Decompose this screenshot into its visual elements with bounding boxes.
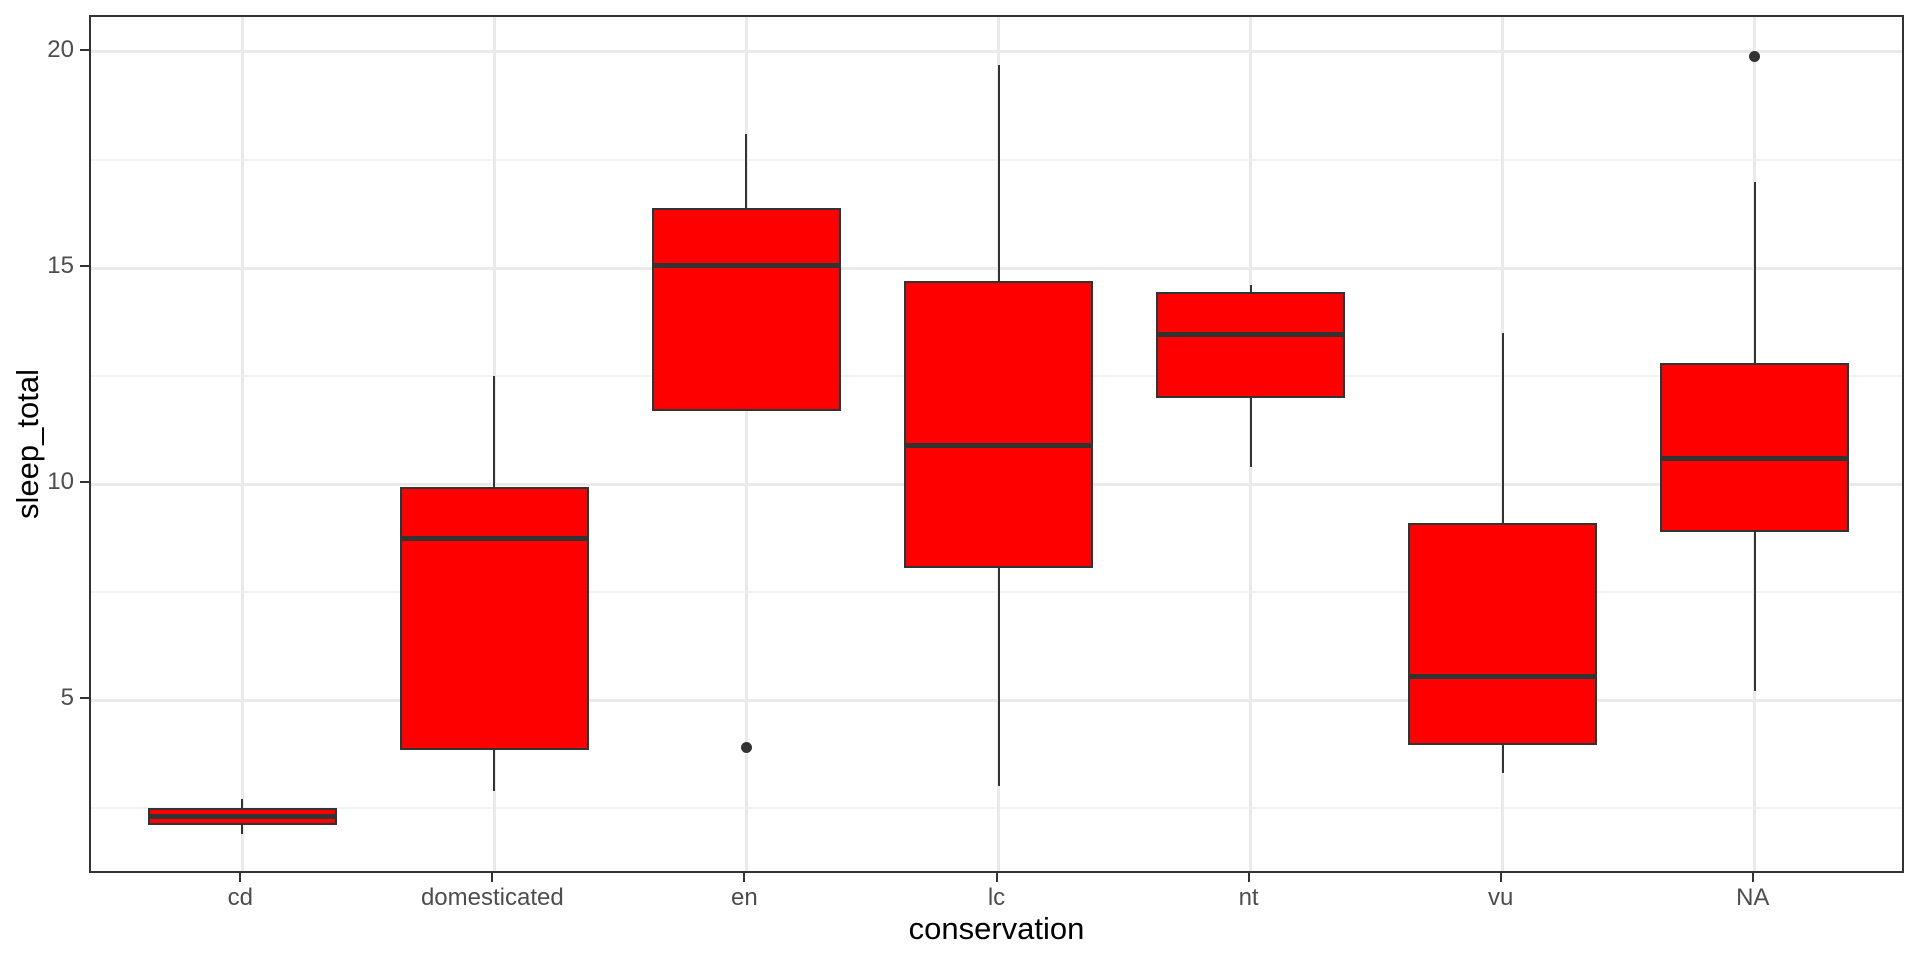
x-axis-tick-label: nt xyxy=(1238,884,1259,911)
whisker-lower xyxy=(997,568,1000,787)
median-line xyxy=(147,814,337,820)
whisker-upper xyxy=(241,799,244,809)
x-axis-tick xyxy=(239,873,242,882)
boxplot-box-en xyxy=(651,208,841,411)
y-axis-tick xyxy=(80,48,89,51)
median-line xyxy=(904,442,1093,448)
boxplot-box-NA xyxy=(1660,363,1850,532)
y-axis-tick xyxy=(80,697,89,700)
median-line xyxy=(1408,673,1598,679)
y-axis-tick-label: 15 xyxy=(47,252,74,279)
gridline-major-y xyxy=(91,50,1902,54)
whisker-upper xyxy=(1501,332,1504,523)
median-line xyxy=(399,535,589,541)
x-axis-tick xyxy=(743,873,746,882)
chart-panel xyxy=(89,15,1904,873)
y-axis-tick xyxy=(80,265,89,267)
x-axis-title: conservation xyxy=(908,911,1085,946)
whisker-lower xyxy=(1501,745,1504,774)
boxplot-box-vu xyxy=(1408,522,1598,746)
whisker-upper xyxy=(745,134,748,209)
median-line xyxy=(1660,455,1850,461)
gridline-major-y xyxy=(91,266,1902,270)
whisker-upper xyxy=(1249,285,1252,292)
gridline-minor-y xyxy=(91,591,1902,594)
y-axis-tick-label: 10 xyxy=(47,468,74,496)
gridline-major-x xyxy=(240,17,244,871)
whisker-lower xyxy=(493,749,496,791)
x-axis-tick-label: lc xyxy=(987,884,1006,911)
x-axis-tick xyxy=(1499,873,1502,882)
median-line xyxy=(651,263,841,269)
x-axis-tick xyxy=(995,873,998,882)
x-axis-tick-label: NA xyxy=(1736,884,1770,911)
whisker-upper xyxy=(493,376,496,488)
boxplot-box-nt xyxy=(1156,291,1346,399)
gridline-minor-y xyxy=(91,159,1902,161)
whisker-lower xyxy=(241,825,244,834)
whisker-lower xyxy=(1249,398,1252,467)
gridline-major-x xyxy=(744,17,748,871)
x-axis-tick-label: cd xyxy=(227,884,253,911)
gridline-minor-y xyxy=(91,807,1902,810)
boxplot-box-lc xyxy=(904,280,1093,569)
y-axis-title: sleep_total xyxy=(10,369,45,519)
x-axis-tick-label: domesticated xyxy=(420,884,564,911)
median-line xyxy=(1156,332,1346,338)
outlier-point xyxy=(740,742,752,754)
whisker-lower xyxy=(1753,531,1756,692)
x-axis-tick-label: vu xyxy=(1487,884,1514,911)
x-axis-tick-label: en xyxy=(731,884,758,911)
gridline-major-y xyxy=(91,698,1902,702)
y-axis-tick xyxy=(80,481,89,484)
y-axis-tick-label: 5 xyxy=(60,684,74,712)
x-axis-tick xyxy=(1247,873,1250,882)
outlier-point xyxy=(1749,50,1761,62)
y-axis-tick-label: 20 xyxy=(47,35,74,63)
x-axis-tick xyxy=(1751,873,1754,882)
whisker-upper xyxy=(1753,181,1756,364)
boxplot-box-domesticated xyxy=(399,487,589,750)
x-axis-tick xyxy=(491,873,494,882)
whisker-upper xyxy=(997,64,1000,281)
